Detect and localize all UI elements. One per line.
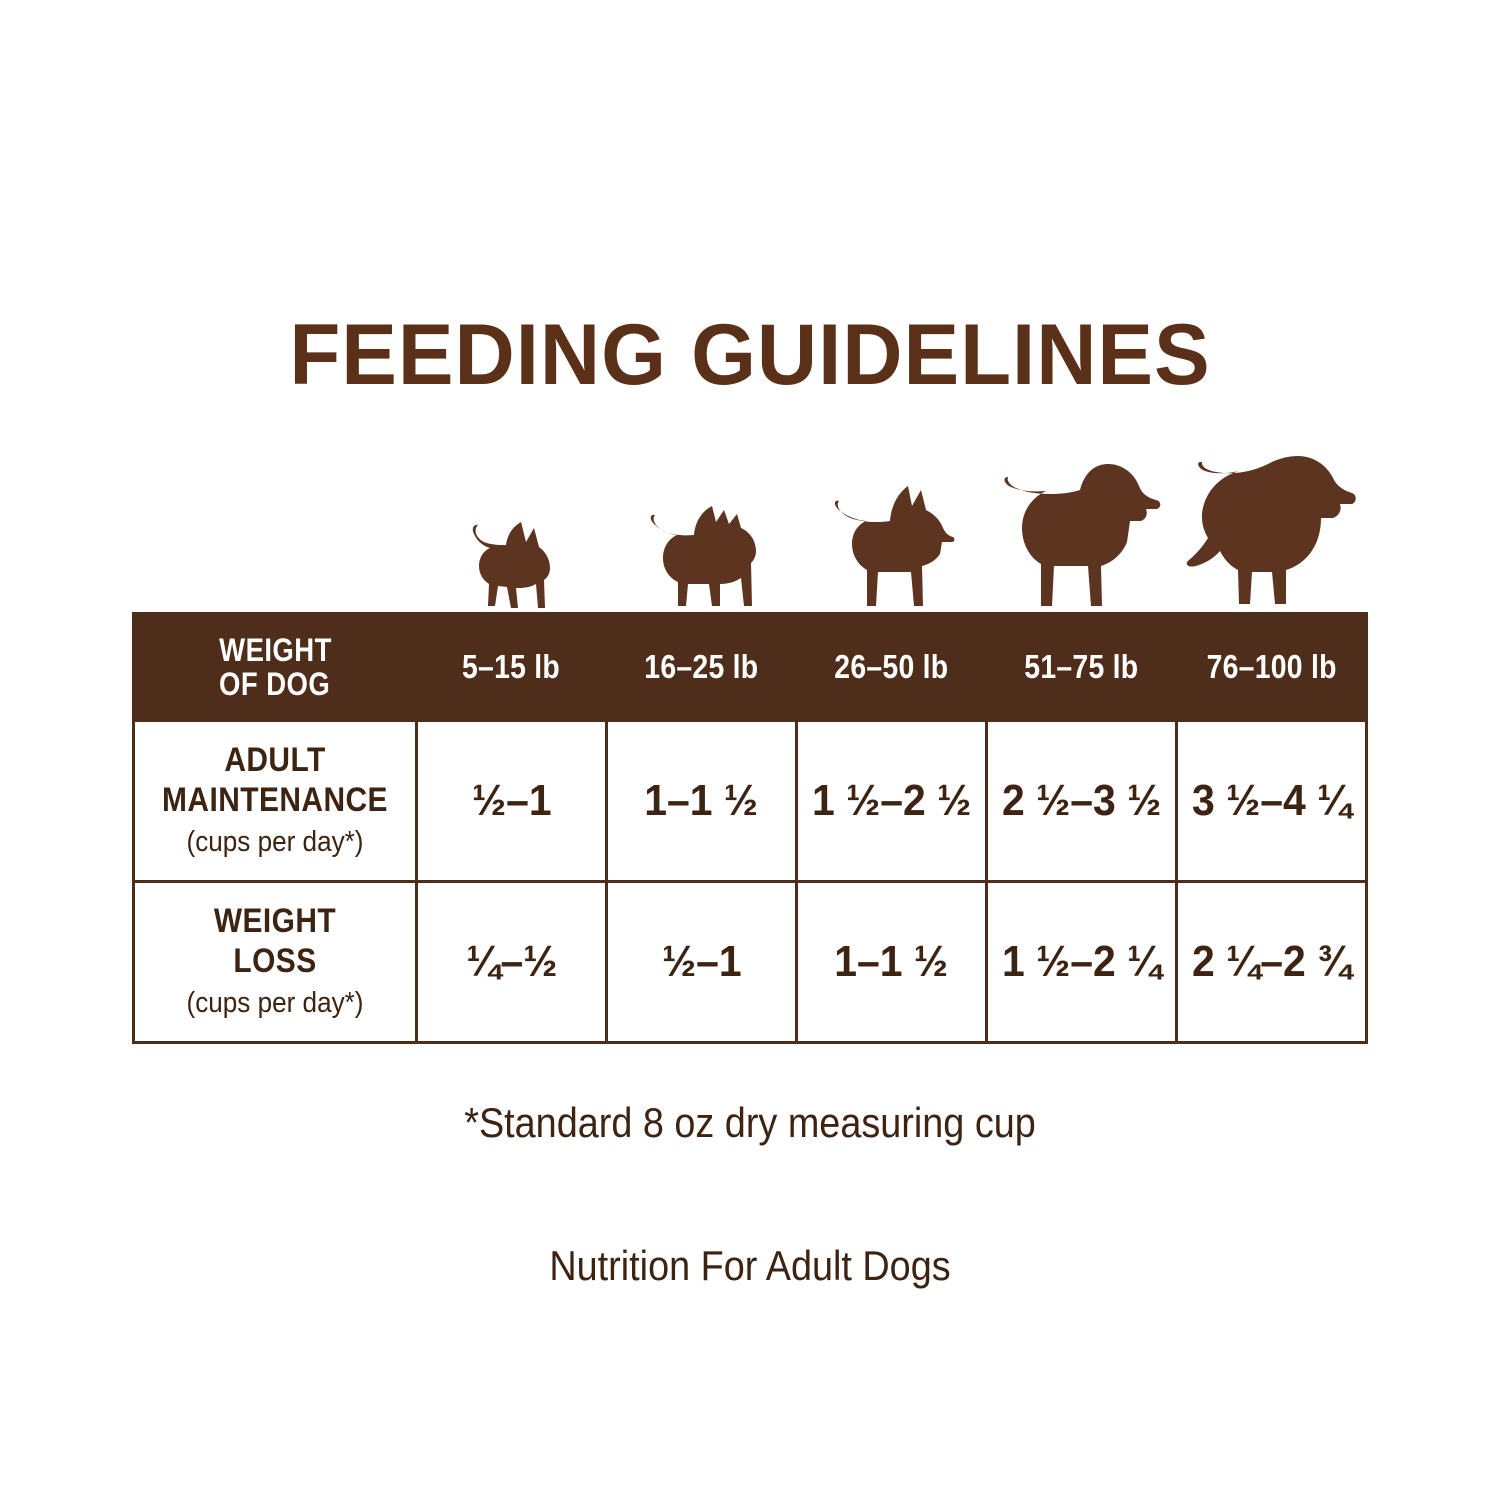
- row-label-text: ADULT MAINTENANCE (cups per day*): [162, 741, 388, 858]
- column-header-weight-3: 26–50 lb: [795, 612, 988, 722]
- weight-of-dog-line2: OF DOG: [219, 666, 331, 702]
- table-body: ADULT MAINTENANCE (cups per day*) ½–1 1–…: [132, 719, 1368, 1044]
- cell-weight-loss-1: ¼–½: [415, 880, 608, 1044]
- cell-adult-maintenance-3: 1 ½–2 ½: [795, 719, 988, 883]
- column-header-weight-4: 51–75 lb: [985, 612, 1178, 722]
- table-row: WEIGHT LOSS (cups per day*) ¼–½ ½–1 1–1 …: [132, 880, 1368, 1044]
- cell-adult-maintenance-2: 1–1 ½: [605, 719, 798, 883]
- table-header: WEIGHT OF DOG 5–15 lb 16–25 lb 26–50 lb …: [132, 612, 1368, 722]
- column-header-weight-of-dog: WEIGHT OF DOG: [132, 612, 418, 722]
- feeding-guidelines-table: WEIGHT OF DOG 5–15 lb 16–25 lb 26–50 lb …: [132, 612, 1368, 1044]
- weight-of-dog-line1: WEIGHT: [218, 632, 332, 668]
- cell-adult-maintenance-4: 2 ½–3 ½: [985, 719, 1178, 883]
- cell-weight-loss-3: 1–1 ½: [795, 880, 988, 1044]
- cell-adult-maintenance-1: ½–1: [415, 719, 608, 883]
- column-header-weight-1: 5–15 lb: [415, 612, 608, 722]
- dog-size-illustration-row: [415, 440, 1368, 612]
- cell-weight-loss-2: ½–1: [605, 880, 798, 1044]
- cell-adult-maintenance-5: 3 ½–4 ¼: [1175, 719, 1368, 883]
- table-row: ADULT MAINTENANCE (cups per day*) ½–1 1–…: [132, 719, 1368, 883]
- cell-weight-loss-5: 2 ¼–2 ¾: [1175, 880, 1368, 1044]
- dog-silhouette-rottweiler: [985, 440, 1175, 612]
- row-label-weight-loss: WEIGHT LOSS (cups per day*): [132, 880, 418, 1044]
- dog-silhouette-boxer: [795, 440, 985, 612]
- column-header-weight-5: 76–100 lb: [1175, 612, 1368, 722]
- feeding-table-container: WEIGHT OF DOG 5–15 lb 16–25 lb 26–50 lb …: [132, 612, 1368, 1044]
- table-header-row: WEIGHT OF DOG 5–15 lb 16–25 lb 26–50 lb …: [132, 612, 1368, 722]
- product-caption: Nutrition For Adult Dogs: [549, 1242, 951, 1289]
- row-label-adult-maintenance: ADULT MAINTENANCE (cups per day*): [132, 719, 418, 883]
- dog-silhouette-retriever: [1175, 440, 1365, 612]
- cell-weight-loss-4: 1 ½–2 ¼: [985, 880, 1178, 1044]
- dog-silhouette-terrier: [605, 440, 795, 612]
- column-header-weight-2: 16–25 lb: [605, 612, 798, 722]
- measuring-cup-footnote: *Standard 8 oz dry measuring cup: [464, 1099, 1036, 1146]
- dog-silhouette-chihuahua: [415, 440, 605, 612]
- row-label-text: WEIGHT LOSS (cups per day*): [186, 902, 364, 1019]
- page-title: FEEDING GUIDELINES: [289, 306, 1211, 403]
